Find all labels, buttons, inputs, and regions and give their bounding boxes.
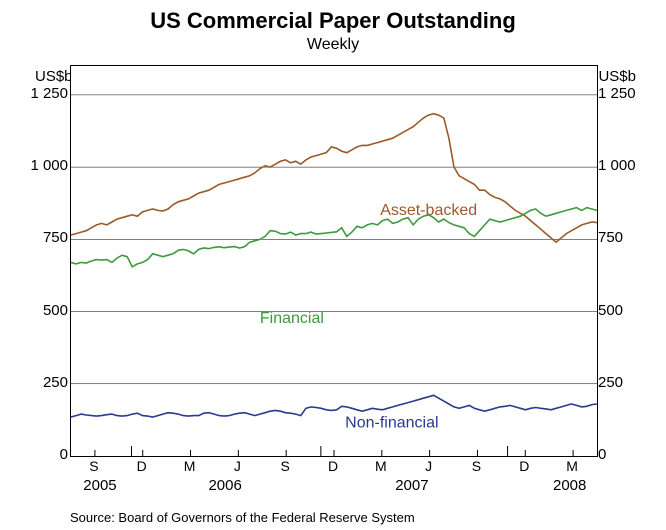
y-tick-label: 1 250 [598, 85, 658, 102]
source-text: Source: Board of Governors of the Federa… [70, 510, 415, 525]
series-financial [71, 208, 597, 267]
y-tick-label: 1 250 [8, 85, 68, 102]
x-month-label: S [468, 458, 484, 474]
x-month-label: M [182, 458, 198, 474]
chart-container: US Commercial Paper Outstanding Weekly U… [0, 0, 666, 530]
plot-area: Asset-backed Financial Non-financial [70, 65, 598, 457]
series-label: Financial [260, 310, 324, 327]
x-year-label: 2005 [75, 477, 125, 494]
x-month-label: S [277, 458, 293, 474]
chart-subtitle: Weekly [0, 34, 666, 54]
y-tick-label: 500 [8, 302, 68, 319]
chart-title: US Commercial Paper Outstanding [0, 0, 666, 34]
x-year-label: 2008 [545, 477, 595, 494]
y-tick-label: 750 [598, 229, 658, 246]
x-month-label: D [516, 458, 532, 474]
x-month-label: D [325, 458, 341, 474]
chart-svg: Asset-backed Financial Non-financial [71, 66, 597, 456]
y-tick-label: 250 [598, 374, 658, 391]
series-non-financial [71, 395, 597, 417]
x-month-label: D [134, 458, 150, 474]
x-month-label: M [564, 458, 580, 474]
y-axis-label-right: US$b [598, 68, 636, 85]
series-label: Non-financial [345, 415, 438, 432]
series-asset-backed [71, 114, 597, 243]
y-tick-label: 0 [8, 446, 68, 463]
x-year-label: 2006 [200, 477, 250, 494]
y-tick-label: 250 [8, 374, 68, 391]
x-month-label: S [86, 458, 102, 474]
x-month-label: J [421, 458, 437, 474]
y-tick-label: 750 [8, 229, 68, 246]
y-tick-label: 1 000 [8, 157, 68, 174]
series-label: Asset-backed [380, 202, 477, 219]
x-month-label: J [229, 458, 245, 474]
y-tick-label: 500 [598, 302, 658, 319]
y-tick-label: 0 [598, 446, 658, 463]
y-axis-label-left: US$b [35, 68, 73, 85]
x-month-label: M [373, 458, 389, 474]
x-year-label: 2007 [387, 477, 437, 494]
y-tick-label: 1 000 [598, 157, 658, 174]
